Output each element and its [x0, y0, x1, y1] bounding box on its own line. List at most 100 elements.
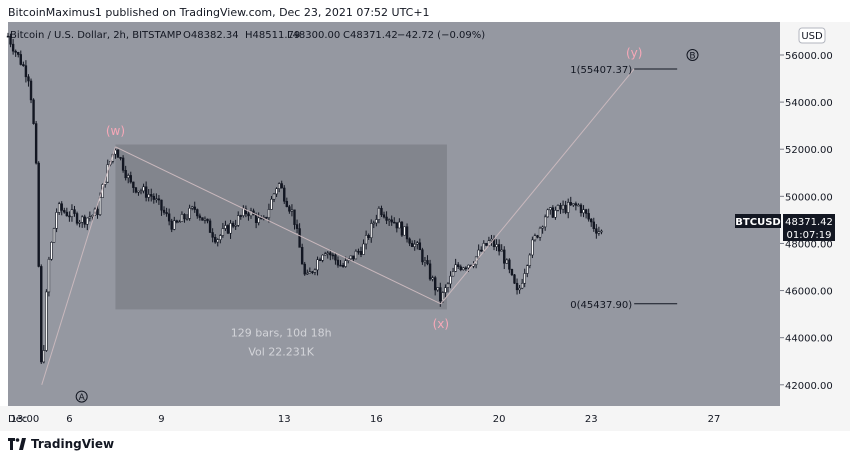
candle-body	[433, 277, 437, 291]
candle-body	[451, 271, 455, 277]
candle-body	[582, 209, 585, 214]
candle-body	[497, 244, 501, 252]
candle-body	[206, 218, 209, 222]
candle-body	[65, 211, 69, 217]
candle-body	[11, 43, 15, 52]
candle-body	[531, 239, 534, 256]
candle-body	[592, 221, 595, 229]
price-tag-symbol: BTCUSD	[735, 217, 780, 228]
candle-body	[6, 35, 10, 38]
candle-body	[467, 264, 470, 269]
candle-body	[86, 217, 89, 225]
candle-body	[318, 259, 322, 261]
candle-body	[57, 203, 61, 213]
legend-close: C48371.42	[343, 30, 398, 41]
candle-body	[385, 216, 388, 221]
candle-body	[387, 219, 391, 222]
candle-body	[441, 292, 445, 302]
wave-pattern[interactable]: (w) (x) (y) A B	[41, 46, 699, 403]
candle-body	[393, 221, 396, 224]
candle-body	[157, 198, 161, 201]
candle-body	[549, 207, 552, 211]
candle-body	[566, 202, 570, 213]
candle-body	[150, 194, 153, 197]
fib-levels[interactable]: 1(55407.37) 0(45437.90)	[570, 65, 678, 311]
candle-body	[290, 209, 294, 212]
candle-body	[444, 287, 447, 293]
candle-body	[579, 204, 583, 214]
candle-body	[42, 350, 46, 363]
candle-body	[341, 265, 345, 267]
candle-body	[203, 218, 207, 221]
candle-body	[372, 222, 375, 225]
candle-body	[277, 183, 281, 189]
candle-body	[561, 204, 565, 210]
publisher-header: BitcoinMaximus1 published on TradingView…	[8, 6, 430, 19]
candle-body	[124, 170, 127, 179]
chart-panel[interactable]: (w) (x) (y) A B 1(55407.37) 0(45437.90) 42000…	[0, 22, 850, 431]
candle-body	[505, 259, 509, 264]
candle-body	[298, 228, 301, 248]
candle-body	[137, 190, 140, 193]
wave-label: (y)	[626, 46, 642, 60]
candle-body	[127, 175, 130, 179]
candle-body	[280, 183, 283, 189]
candle-body	[60, 203, 63, 211]
candle-body	[22, 64, 25, 67]
candle-body	[254, 214, 258, 223]
currency-button[interactable]: USD	[798, 27, 826, 44]
candle-body	[321, 254, 324, 261]
candle-body	[520, 282, 524, 289]
candle-body	[334, 254, 337, 261]
tradingview-logo-icon	[8, 438, 26, 450]
candle-body	[436, 287, 439, 291]
candle-body	[508, 259, 511, 270]
candle-body	[546, 209, 549, 218]
candle-body	[495, 244, 498, 248]
candle-body	[14, 50, 17, 53]
price-tag-value: 48371.42	[785, 217, 833, 228]
range-bars-text: 129 bars, 10d 18h	[231, 326, 332, 339]
candle-body	[541, 226, 544, 229]
candle-body	[528, 254, 532, 266]
time-axis-background[interactable]	[0, 406, 850, 431]
candle-body	[185, 218, 189, 220]
candle-body	[336, 259, 340, 266]
candle-body	[395, 222, 399, 229]
candle-body	[119, 157, 122, 159]
candle-body	[237, 215, 240, 226]
candle-body	[538, 227, 542, 238]
candle-body	[37, 162, 40, 267]
candle-body	[533, 235, 537, 241]
candle-body	[160, 199, 163, 211]
candle-body	[513, 274, 516, 284]
candle-body	[55, 212, 58, 229]
candle-body	[178, 221, 181, 223]
candle-body	[595, 228, 598, 234]
candle-body	[295, 224, 299, 229]
candle-body	[306, 272, 309, 275]
candle-body	[300, 247, 304, 265]
candle-body	[503, 249, 506, 264]
fib-level-label: 1(55407.37)	[570, 65, 632, 76]
candle-body	[260, 217, 263, 220]
cycle-label: B	[689, 51, 695, 61]
candle-body	[88, 216, 92, 219]
candle-body	[70, 209, 74, 218]
candle-body	[19, 54, 22, 65]
candle-body	[577, 204, 580, 207]
candle-body	[211, 232, 214, 238]
candle-body	[132, 181, 135, 188]
candle-body	[354, 250, 358, 260]
currency-label: USD	[801, 31, 823, 42]
time-tick-label: 9	[158, 414, 164, 425]
candle-body	[421, 249, 424, 263]
candle-body	[257, 217, 260, 223]
price-axis[interactable]: 42000.00 44000.00 46000.00 48000.00 50000.00…	[780, 51, 833, 392]
price-tick-label: 44000.00	[785, 334, 833, 345]
time-tick-label: 20	[493, 414, 506, 425]
candle-body	[208, 220, 212, 233]
candle-body	[139, 190, 143, 193]
candle-body	[249, 210, 253, 217]
